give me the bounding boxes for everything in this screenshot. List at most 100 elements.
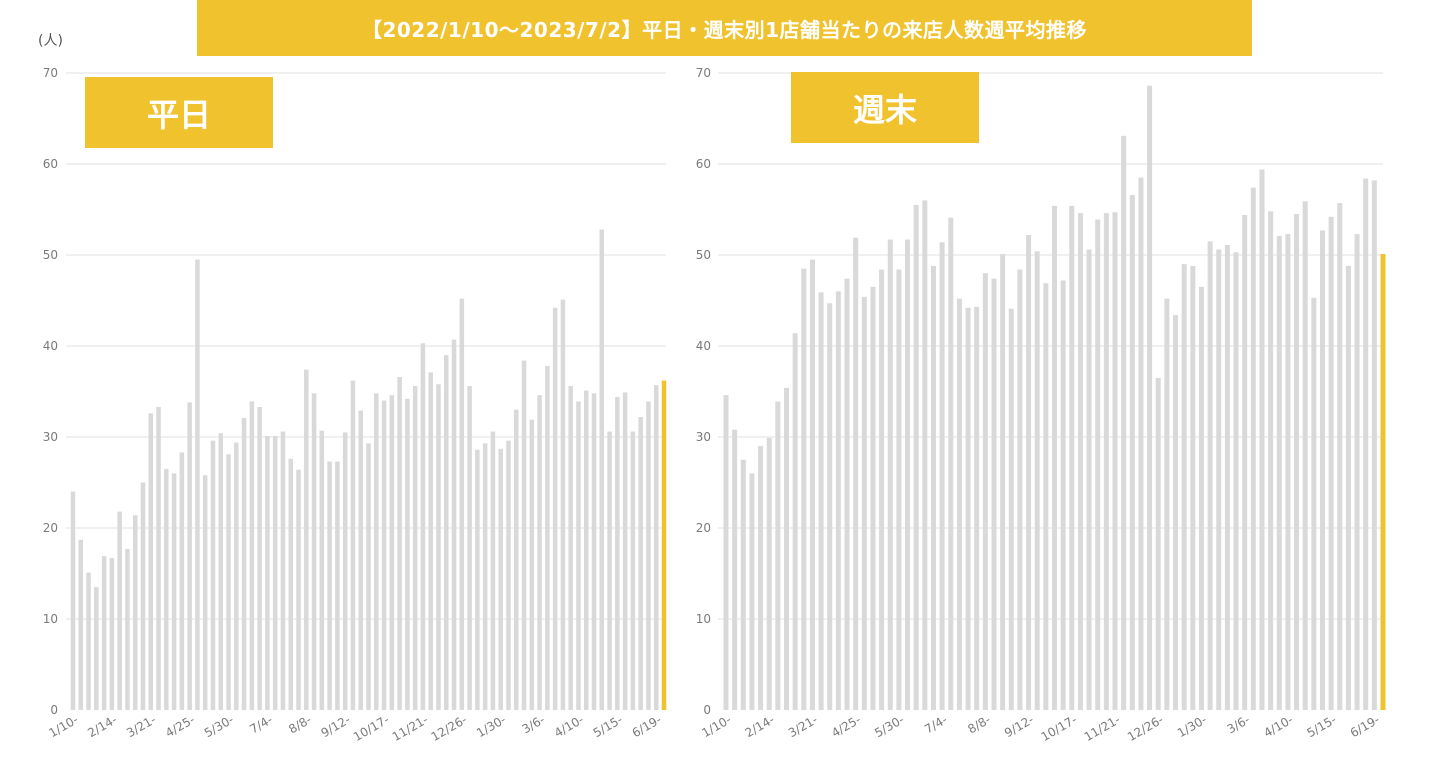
bar	[1017, 269, 1023, 710]
bar	[304, 369, 309, 710]
bar	[1319, 230, 1325, 710]
bar	[1224, 244, 1230, 711]
bar	[358, 410, 363, 710]
bar	[1121, 135, 1127, 711]
bar	[389, 395, 395, 710]
y-tick-label: 10	[696, 612, 711, 626]
x-tick-label: 12/26-	[429, 712, 470, 744]
x-tick-label: 7/4-	[922, 712, 949, 736]
bar	[272, 436, 278, 710]
bar	[844, 278, 850, 710]
bar	[94, 587, 99, 710]
bar	[109, 558, 115, 710]
x-tick-label: 1/30-	[474, 712, 508, 740]
bar	[1077, 213, 1083, 710]
bar	[164, 468, 169, 710]
bar	[529, 419, 535, 710]
bar	[412, 386, 418, 710]
bar	[148, 413, 154, 710]
y-tick-label: 60	[696, 157, 711, 171]
bar	[444, 355, 449, 710]
x-tick-label: 5/15-	[1305, 712, 1339, 740]
bar	[467, 386, 472, 710]
bar	[296, 469, 301, 710]
bar	[420, 343, 426, 710]
x-tick-label: 4/25-	[829, 712, 863, 740]
x-tick-label: 4/10-	[552, 712, 586, 740]
bar	[288, 458, 293, 710]
x-tick-label: 1/30-	[1175, 712, 1209, 740]
bar	[171, 473, 177, 710]
bar-highlighted	[661, 380, 667, 710]
bar	[591, 393, 597, 710]
bar	[1060, 280, 1066, 710]
bar	[436, 384, 441, 710]
bar	[1026, 234, 1032, 711]
bar	[545, 366, 550, 710]
bar	[117, 511, 122, 710]
bar	[1051, 205, 1057, 711]
bar	[775, 401, 781, 710]
bar	[482, 443, 488, 710]
bar	[257, 406, 262, 710]
bar	[218, 433, 223, 710]
bar	[381, 400, 387, 710]
bar	[1259, 169, 1265, 710]
bar	[397, 376, 402, 710]
bar	[202, 475, 208, 710]
bar	[1250, 187, 1256, 710]
bar	[1095, 219, 1101, 710]
x-tick-label: 5/15-	[591, 712, 625, 740]
bar	[913, 204, 919, 710]
bar	[1345, 265, 1351, 710]
y-tick-label: 20	[43, 521, 58, 535]
bar	[195, 259, 200, 710]
bar	[887, 239, 893, 710]
bar	[653, 385, 659, 710]
bar	[366, 443, 371, 710]
bar	[638, 416, 643, 710]
bar	[1086, 249, 1092, 711]
bar	[1207, 241, 1213, 710]
bar	[583, 390, 589, 710]
bar	[459, 298, 465, 710]
bar	[801, 268, 807, 710]
bar	[599, 229, 605, 710]
y-tick-label: 60	[43, 157, 58, 171]
bar	[784, 387, 790, 710]
bar	[1294, 214, 1300, 711]
x-tick-label: 5/30-	[872, 712, 906, 740]
bar	[350, 380, 356, 710]
bar	[374, 393, 379, 710]
bar	[870, 286, 876, 710]
bar	[1181, 264, 1187, 710]
x-tick-label: 3/6-	[1225, 712, 1252, 736]
x-tick-label: 10/17-	[351, 712, 392, 744]
x-tick-label: 6/19-	[1348, 712, 1382, 740]
bar	[210, 440, 216, 710]
bar	[78, 539, 84, 710]
bar	[1285, 234, 1291, 710]
x-tick-label: 11/21-	[390, 712, 431, 744]
bar	[749, 473, 755, 710]
bar	[498, 448, 503, 710]
bar	[521, 360, 527, 710]
bar	[86, 572, 91, 710]
bar	[853, 237, 859, 710]
bar	[758, 446, 764, 710]
bar	[861, 296, 867, 710]
bar	[646, 401, 651, 710]
bar	[1302, 201, 1308, 710]
bar	[1216, 249, 1222, 711]
bar	[428, 372, 433, 710]
x-tick-label: 2/14-	[85, 712, 119, 740]
bar	[568, 386, 573, 710]
bar	[948, 217, 954, 710]
x-tick-label: 2/14-	[743, 712, 777, 740]
bar	[311, 393, 317, 710]
bar	[622, 392, 628, 710]
bar	[982, 273, 988, 710]
bar	[140, 482, 146, 710]
bar	[475, 449, 480, 710]
